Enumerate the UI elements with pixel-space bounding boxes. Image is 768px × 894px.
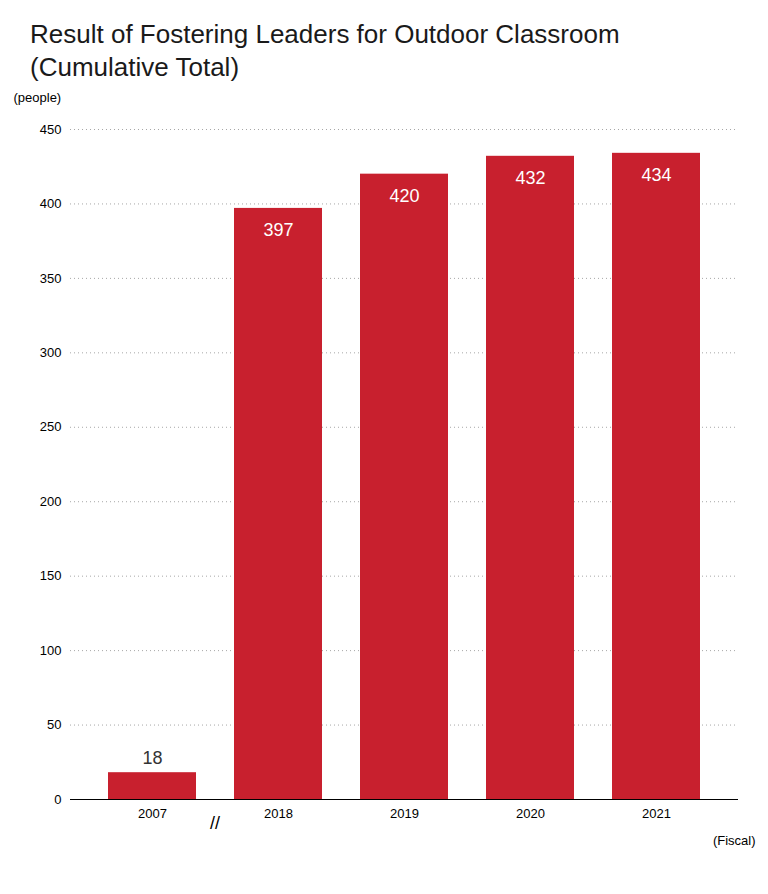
svg-text:300: 300 <box>40 345 62 360</box>
svg-text:2020: 2020 <box>516 806 545 821</box>
svg-text:2018: 2018 <box>264 806 293 821</box>
html-text:Result of Fostering Leaders fo: Result of Fostering Leaders for Outdoor … <box>30 19 620 82</box>
svg-text:350: 350 <box>40 271 62 286</box>
svg-text:18: 18 <box>142 748 162 768</box>
svg-text:100: 100 <box>40 643 62 658</box>
svg-text:450: 450 <box>40 122 62 137</box>
svg-text:2007: 2007 <box>138 806 167 821</box>
svg-text:2021: 2021 <box>642 806 671 821</box>
svg-text:200: 200 <box>40 494 62 509</box>
svg-text:50: 50 <box>47 717 61 732</box>
svg-text:(people): (people) <box>14 90 62 105</box>
svg-text:(Fiscal): (Fiscal) <box>713 833 756 848</box>
svg-text:434: 434 <box>641 165 671 185</box>
svg-text:250: 250 <box>40 419 62 434</box>
svg-text:397: 397 <box>263 220 293 240</box>
svg-text:0: 0 <box>54 792 61 807</box>
svg-text:2019: 2019 <box>390 806 419 821</box>
svg-text:150: 150 <box>40 568 62 583</box>
svg-text:432: 432 <box>515 168 545 188</box>
svg-text://: // <box>210 813 220 833</box>
svg-text:420: 420 <box>389 186 419 206</box>
svg-text:400: 400 <box>40 196 62 211</box>
